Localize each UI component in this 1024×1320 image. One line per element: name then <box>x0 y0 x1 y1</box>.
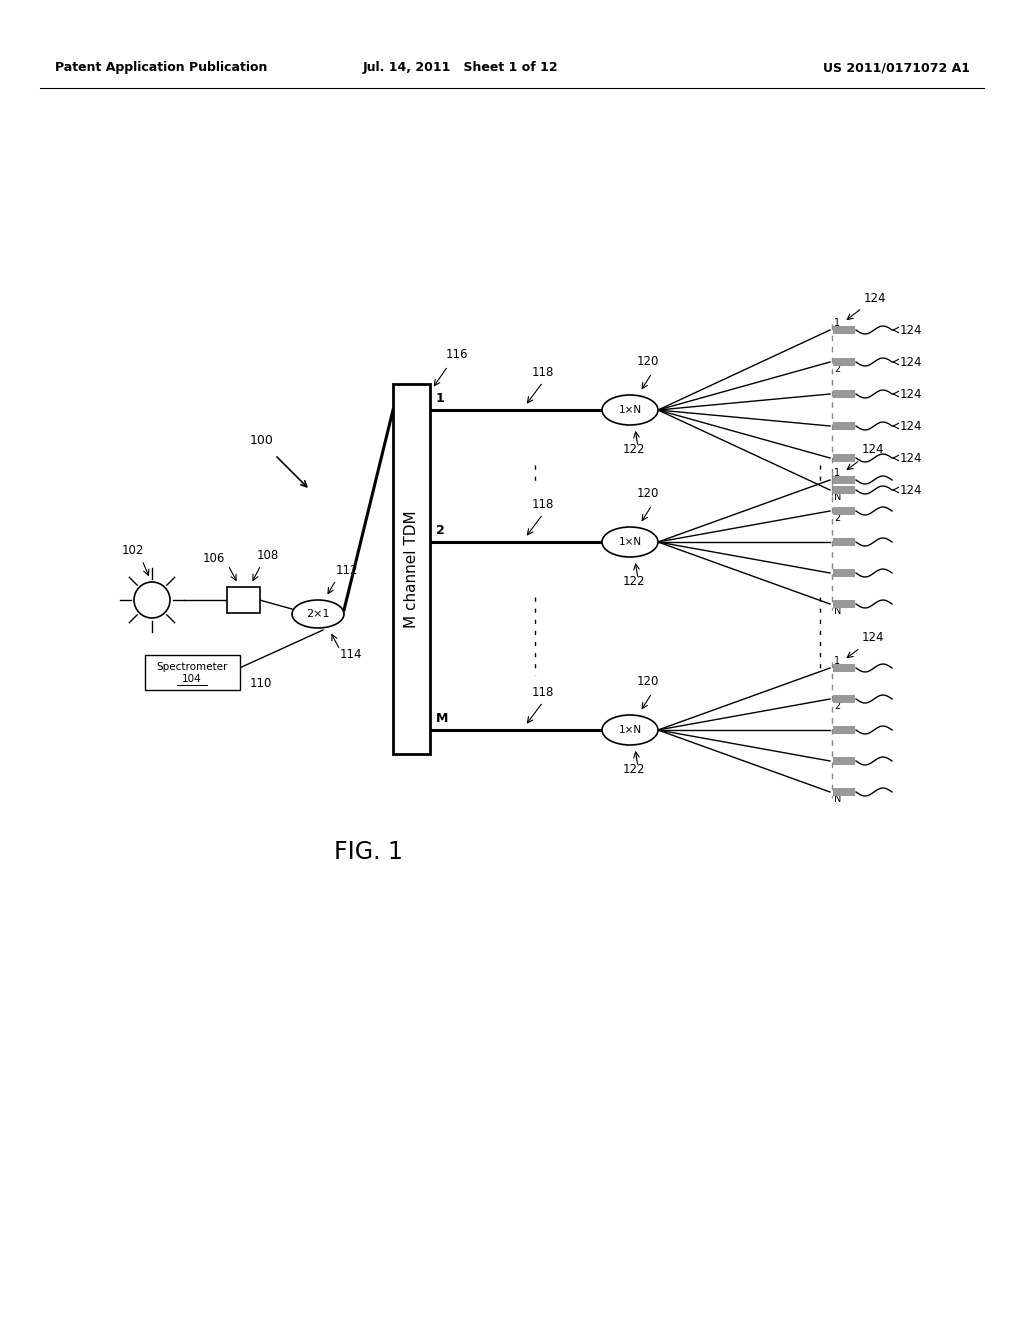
Text: 118: 118 <box>531 686 554 700</box>
Ellipse shape <box>602 527 658 557</box>
Text: Patent Application Publication: Patent Application Publication <box>55 62 267 74</box>
Text: 104: 104 <box>182 675 202 684</box>
Text: 2×1: 2×1 <box>306 609 330 619</box>
Text: FIG. 1: FIG. 1 <box>334 840 402 865</box>
Bar <box>144 655 240 689</box>
Text: 1×N: 1×N <box>618 725 642 735</box>
Text: 124: 124 <box>900 483 923 496</box>
Text: 118: 118 <box>531 366 554 379</box>
Text: 2: 2 <box>834 364 841 374</box>
Bar <box>833 664 855 672</box>
Bar <box>833 756 855 766</box>
Text: 124: 124 <box>900 420 923 433</box>
Text: 120: 120 <box>637 487 659 500</box>
Text: 120: 120 <box>637 675 659 688</box>
Bar <box>833 507 855 515</box>
Circle shape <box>134 582 170 618</box>
Text: 106: 106 <box>203 552 225 565</box>
Bar <box>833 486 855 494</box>
Bar <box>833 726 855 734</box>
Text: 120: 120 <box>637 355 659 368</box>
Text: 1: 1 <box>834 318 840 327</box>
Ellipse shape <box>602 715 658 744</box>
Bar <box>833 569 855 577</box>
Text: 124: 124 <box>862 444 885 455</box>
Text: 1: 1 <box>834 469 840 478</box>
Text: 118: 118 <box>531 498 554 511</box>
Text: 2: 2 <box>436 524 444 537</box>
Text: Jul. 14, 2011   Sheet 1 of 12: Jul. 14, 2011 Sheet 1 of 12 <box>362 62 558 74</box>
Text: 122: 122 <box>623 444 645 455</box>
Text: 1×N: 1×N <box>618 405 642 414</box>
Bar <box>833 454 855 462</box>
Text: US 2011/0171072 A1: US 2011/0171072 A1 <box>823 62 970 74</box>
Bar <box>833 358 855 366</box>
Text: 112: 112 <box>336 564 358 577</box>
Text: N: N <box>834 606 842 616</box>
Text: 124: 124 <box>862 631 885 644</box>
Text: 102: 102 <box>122 544 144 557</box>
Bar <box>226 587 259 612</box>
Text: M: M <box>436 711 449 725</box>
Text: 124: 124 <box>900 451 923 465</box>
Bar <box>833 477 855 484</box>
Text: 1×N: 1×N <box>618 537 642 546</box>
Text: M channel TDM: M channel TDM <box>404 511 419 628</box>
Bar <box>833 422 855 430</box>
Text: 116: 116 <box>446 348 469 360</box>
Text: 2: 2 <box>834 513 841 523</box>
Text: 124: 124 <box>900 388 923 400</box>
Bar <box>833 601 855 609</box>
Text: 124: 124 <box>864 292 887 305</box>
Bar <box>833 326 855 334</box>
Text: 1: 1 <box>436 392 444 405</box>
Text: 122: 122 <box>623 763 645 776</box>
Bar <box>833 389 855 399</box>
Text: 124: 124 <box>900 323 923 337</box>
Text: Spectrometer: Spectrometer <box>157 663 227 672</box>
Bar <box>833 788 855 796</box>
Text: 100: 100 <box>250 434 274 447</box>
Ellipse shape <box>292 601 344 628</box>
Text: 108: 108 <box>257 549 280 562</box>
Text: 2: 2 <box>834 701 841 711</box>
Bar <box>833 539 855 546</box>
Text: 124: 124 <box>900 355 923 368</box>
Text: 122: 122 <box>623 576 645 587</box>
Text: 110: 110 <box>250 677 272 690</box>
Text: N: N <box>834 795 842 804</box>
Text: N: N <box>834 492 842 502</box>
Ellipse shape <box>602 395 658 425</box>
Text: 114: 114 <box>340 648 362 661</box>
Bar <box>833 696 855 704</box>
Text: 1: 1 <box>834 656 840 667</box>
Bar <box>393 384 430 754</box>
